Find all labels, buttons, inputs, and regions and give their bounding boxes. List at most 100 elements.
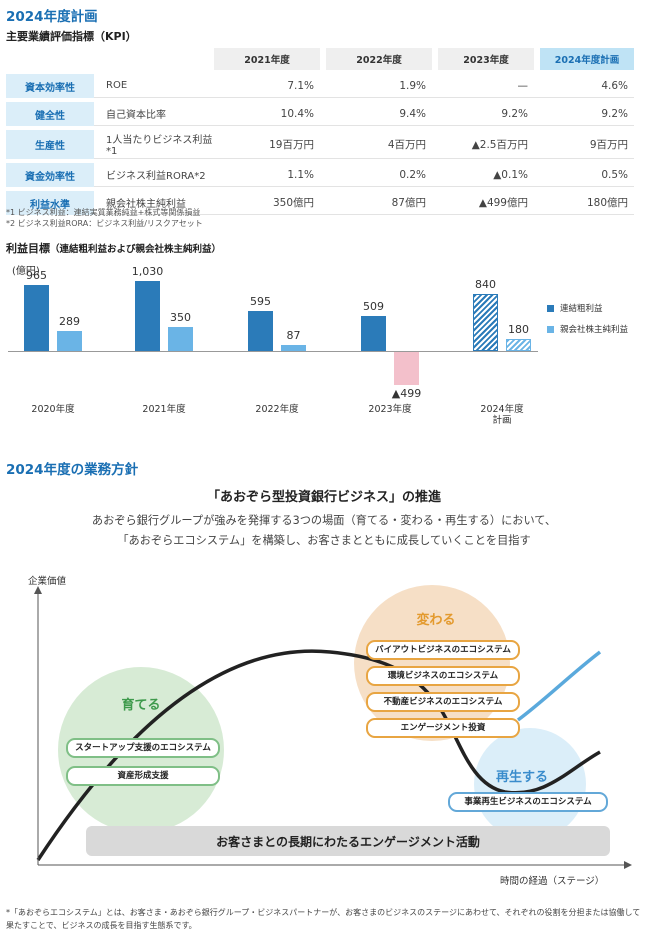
x-tick-label-1: 2021年度 (142, 404, 186, 415)
legend-swatch-gross (547, 305, 554, 312)
kpi-value-2021: 19百万円 (214, 130, 320, 159)
revive-item-restructuring: 事業再生ビジネスのエコシステム (448, 792, 608, 812)
kpi-value-2024: 4.6% (540, 74, 634, 98)
kpi-note-1: *1 ビジネス利益：連結実質業務純益+株式等関係損益 (6, 208, 201, 217)
kpi-value-2022: 0.2% (326, 163, 432, 187)
kpi-header-2021: 2021年度 (214, 48, 320, 70)
kpi-row: 生産性 1人当たりビジネス利益*1 19百万円 4百万円 ▲2.5百万円 9百万円 (6, 130, 634, 159)
kpi-value-2024: 9.2% (540, 102, 634, 126)
kpi-row: 資本効率性 ROE 7.1% 1.9% —4.6% (6, 74, 634, 98)
kpi-value-2021: 7.1% (214, 74, 320, 98)
kpi-header-row: 2021年度 2022年度 2023年度 2024年度計画 (6, 48, 634, 70)
kpi-value-2022: 1.9% (326, 74, 432, 98)
bar-net-3 (394, 351, 419, 385)
kpi-value-2021: 350億円 (214, 191, 320, 215)
bar-net-1 (168, 327, 193, 351)
kpi-title: 主要業績評価指標（KPI） (6, 30, 137, 43)
kpi-value-2022: 9.4% (326, 102, 432, 126)
legend-swatch-net (547, 326, 554, 333)
kpi-item: 1人当たりビジネス利益*1 (94, 130, 214, 159)
x-tick-label-3: 2023年度 (368, 404, 412, 415)
value-label-net-3: ▲499 (391, 386, 422, 400)
change-item-environment: 環境ビジネスのエコシステム (366, 666, 520, 686)
stage-revive-label: 再生する (495, 770, 548, 785)
profit-chart: 965 289 2020年度 1,030 350 2021年度 595 87 2022年度 509… (0, 0, 648, 440)
bar-net-0 (57, 331, 82, 351)
engagement-label: お客さまとの長期にわたるエンゲージメント活動 (216, 835, 480, 849)
value-label-gross-4: 840 (475, 277, 496, 291)
kpi-item: 親会社株主純利益 (94, 191, 214, 215)
change-item-buyout: バイアウトビジネスのエコシステム (366, 640, 520, 660)
x-tick-label-2: 2022年度 (255, 404, 299, 415)
kpi-row: 資金効率性 ビジネス利益RORA*2 1.1% 0.2% ▲0.1% 0.5% (6, 163, 634, 187)
grow-item-asset: 資産形成支援 (66, 766, 220, 786)
bar-gross-0 (24, 285, 49, 351)
change-item-engagement-investment: エンゲージメント投資 (366, 718, 520, 738)
plan-title: 2024年度計画 (6, 9, 98, 25)
stage-grow-label: 育てる (121, 698, 161, 713)
kpi-header-blank (6, 48, 214, 70)
kpi-category: 資本効率性 (6, 74, 94, 98)
value-label-gross-0: 965 (26, 269, 47, 283)
kpi-value-2024: 9百万円 (540, 130, 634, 159)
kpi-value-2023: ▲499億円 (438, 191, 534, 215)
x-tick-label-0: 2020年度 (31, 404, 75, 415)
x-tick-label-4: 2024年度計画 (480, 404, 524, 426)
revive-circle (474, 728, 586, 840)
bar-net-2 (281, 345, 306, 351)
kpi-header-2024: 2024年度計画 (540, 48, 634, 70)
value-label-gross-1: 1,030 (131, 265, 164, 278)
kpi-row: 利益水準 親会社株主純利益 350億円 87億円 ▲499億円 180億円 (6, 191, 634, 215)
kpi-table: 2021年度 2022年度 2023年度 2024年度計画 資本効率性 ROE 7.… (6, 44, 634, 219)
value-label-net-0: 289 (59, 315, 80, 329)
kpi-category: 資金効率性 (6, 163, 94, 187)
chart-title: 利益目標（連結粗利益および親会社株主純利益） (6, 242, 222, 255)
policy-desc-1: あおぞら銀行グループが強みを発揮する3つの場面（育てる・変わる・再生する）におい… (91, 514, 557, 527)
kpi-item: 自己資本比率 (94, 102, 214, 126)
stage-change-label: 変わる (416, 613, 456, 628)
bar-gross-1 (135, 281, 160, 351)
kpi-value-2024: 180億円 (540, 191, 634, 215)
kpi-category: 生産性 (6, 130, 94, 159)
x-axis-label: 時間の経過（ステージ） (500, 876, 605, 887)
engagement-bar (86, 826, 610, 856)
kpi-category: 健全性 (6, 102, 94, 126)
kpi-row: 健全性 自己資本比率 10.4% 9.4% 9.2% 9.2% (6, 102, 634, 126)
kpi-value-2023: ▲0.1% (438, 163, 534, 187)
bar-gross-3 (361, 316, 386, 351)
kpi-value-2022: 87億円 (326, 191, 432, 215)
grow-item-startup: スタートアップ支援のエコシステム (66, 738, 220, 758)
change-item-realestate: 不動産ビジネスのエコシステム (366, 692, 520, 712)
legend-label-gross: 連結粗利益 (560, 304, 603, 314)
y-axis-label: 企業価値 (28, 576, 67, 587)
kpi-value-2022: 4百万円 (326, 130, 432, 159)
kpi-value-2023: ▲2.5百万円 (438, 130, 534, 159)
legend-label-net: 親会社株主純利益 (560, 325, 629, 335)
bar-gross-2 (248, 310, 273, 351)
bar-net-4 (506, 338, 531, 351)
value-label-net-1: 350 (170, 311, 191, 325)
kpi-value-2023: — (438, 74, 534, 98)
policy-desc-2: 「あおぞらエコシステム」を構築し、お客さまとともに成長していくことを目指す (117, 534, 531, 547)
kpi-item: ROE (94, 74, 214, 98)
bar-gross-4 (473, 293, 498, 351)
kpi-value-2021: 10.4% (214, 102, 320, 126)
growth-curve-blue (516, 650, 602, 722)
ecosystem-footnote: *「あおぞらエコシステム」とは、お客さま・あおぞら銀行グループ・ビジネスパートナ… (6, 908, 641, 930)
chart-baseline (8, 351, 538, 352)
kpi-item: ビジネス利益RORA*2 (94, 163, 214, 187)
kpi-header-2023: 2023年度 (438, 48, 534, 70)
kpi-category: 利益水準 (6, 191, 94, 215)
kpi-value-2023: 9.2% (438, 102, 534, 126)
value-label-net-2: 87 (286, 329, 301, 343)
value-label-gross-3: 509 (363, 300, 384, 314)
value-label-gross-2: 595 (250, 294, 271, 308)
kpi-note-2: *2 ビジネス利益RORA：ビジネス利益/リスクアセット (6, 219, 203, 228)
value-label-net-4: 180 (508, 322, 529, 336)
policy-headline: 「あおぞら型投資銀行ビジネス」の推進 (206, 490, 441, 505)
kpi-value-2021: 1.1% (214, 163, 320, 187)
kpi-value-2024: 0.5% (540, 163, 634, 187)
kpi-header-2022: 2022年度 (326, 48, 432, 70)
chart-unit: (億円) (12, 266, 40, 277)
policy-title: 2024年度の業務方針 (6, 462, 139, 478)
